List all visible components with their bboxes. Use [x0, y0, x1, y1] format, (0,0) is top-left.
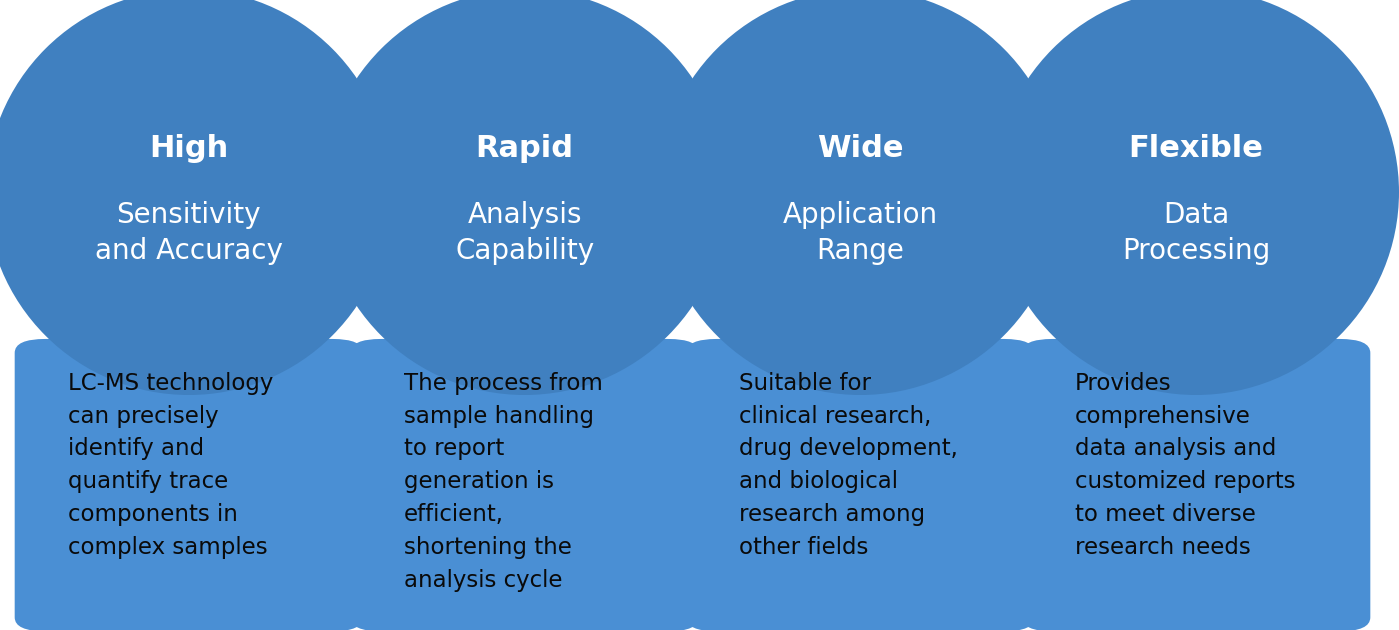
Ellipse shape [993, 0, 1399, 395]
Text: Flexible: Flexible [1129, 134, 1263, 163]
Text: Suitable for
clinical research,
drug development,
and biological
research among
: Suitable for clinical research, drug dev… [739, 372, 958, 559]
Text: Rapid: Rapid [476, 134, 574, 163]
Text: LC-MS technology
can precisely
identify and
quantify trace
components in
complex: LC-MS technology can precisely identify … [69, 372, 273, 559]
Ellipse shape [0, 0, 392, 395]
FancyBboxPatch shape [350, 339, 700, 630]
Text: Sensitivity
and Accuracy: Sensitivity and Accuracy [95, 201, 283, 265]
Ellipse shape [322, 0, 727, 395]
Text: Provides
comprehensive
data analysis and
customized reports
to meet diverse
rese: Provides comprehensive data analysis and… [1074, 372, 1295, 559]
Text: The process from
sample handling
to report
generation is
efficient,
shortening t: The process from sample handling to repo… [404, 372, 603, 592]
Text: Wide: Wide [817, 134, 904, 163]
Text: Application
Range: Application Range [783, 201, 937, 265]
FancyBboxPatch shape [1021, 339, 1370, 630]
Ellipse shape [658, 0, 1063, 395]
FancyBboxPatch shape [686, 339, 1034, 630]
FancyBboxPatch shape [15, 339, 364, 630]
Text: High: High [150, 134, 228, 163]
Text: Data
Processing: Data Processing [1122, 201, 1270, 265]
Text: Analysis
Capability: Analysis Capability [455, 201, 595, 265]
